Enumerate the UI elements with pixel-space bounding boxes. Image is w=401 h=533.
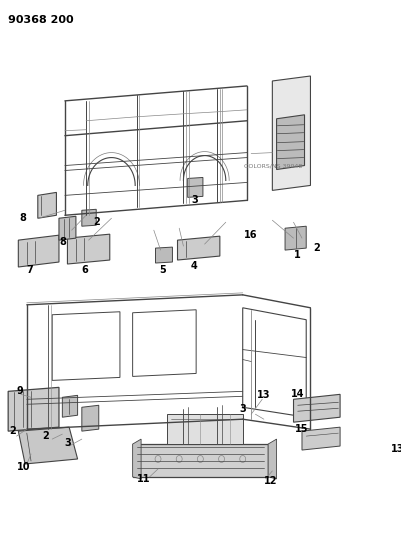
Text: 11: 11 [137,474,150,484]
Text: 2: 2 [313,243,320,253]
Text: 2: 2 [94,217,100,227]
Text: 3: 3 [239,404,246,414]
Text: 5: 5 [160,265,166,275]
Polygon shape [285,226,306,250]
Polygon shape [8,387,59,431]
Polygon shape [82,405,99,431]
Polygon shape [18,427,78,464]
Text: 1: 1 [294,250,301,260]
Text: 16: 16 [245,230,258,240]
Text: 3: 3 [191,196,198,205]
Text: 10: 10 [17,462,30,472]
Polygon shape [18,235,59,267]
Text: 2: 2 [42,431,49,441]
Polygon shape [82,209,96,226]
Polygon shape [67,234,110,264]
Text: 6: 6 [81,265,88,275]
Polygon shape [59,216,76,240]
Text: 13: 13 [257,390,271,400]
Polygon shape [277,115,304,169]
Text: 13: 13 [391,444,401,454]
Polygon shape [188,177,203,197]
Polygon shape [302,427,340,450]
Polygon shape [268,439,277,479]
Text: COLORS/NS 39048: COLORS/NS 39048 [244,163,302,168]
Text: 9: 9 [17,386,23,397]
Text: 3: 3 [64,438,71,448]
Polygon shape [178,236,220,260]
Polygon shape [133,444,268,477]
Polygon shape [294,394,340,422]
Text: 4: 4 [191,261,198,271]
Polygon shape [156,247,172,263]
Polygon shape [38,192,57,218]
Polygon shape [272,76,310,190]
Polygon shape [166,414,243,444]
Text: 8: 8 [60,237,67,247]
Polygon shape [62,395,78,417]
Text: 8: 8 [19,213,26,223]
Text: 90368 200: 90368 200 [8,15,74,25]
Text: 2: 2 [9,426,16,436]
Polygon shape [133,439,141,479]
Text: 7: 7 [27,265,34,275]
Text: 12: 12 [264,476,277,486]
Text: 15: 15 [295,424,309,434]
Text: 14: 14 [291,389,304,399]
